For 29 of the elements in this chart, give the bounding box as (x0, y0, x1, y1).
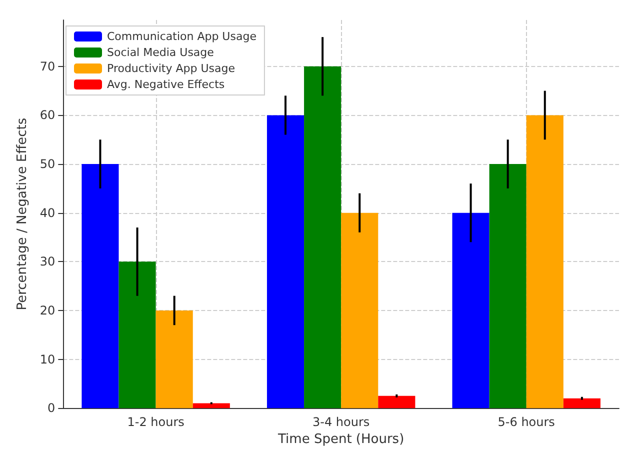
bar (489, 164, 526, 408)
x-tick-label: 1-2 hours (127, 415, 184, 430)
bar (378, 396, 416, 408)
x-tick-label: 3-4 hours (312, 415, 370, 430)
bar (156, 310, 193, 408)
legend-label: Avg. Negative Effects (107, 78, 225, 91)
y-tick-label: 20 (40, 303, 56, 318)
y-tick-label: 40 (40, 206, 56, 220)
y-tick-label: 70 (40, 59, 56, 74)
legend-label: Communication App Usage (107, 30, 257, 43)
bar (192, 403, 230, 408)
y-tick-label: 30 (40, 254, 56, 269)
bar (82, 164, 119, 408)
x-axis-title: Time Spent (Hours) (277, 432, 404, 447)
y-axis-title: Percentage / Negative Effects (15, 118, 30, 310)
legend-label: Social Media Usage (107, 46, 214, 59)
bar (266, 115, 304, 408)
bar (526, 115, 564, 408)
y-tick-label: 60 (40, 108, 56, 122)
bar (563, 398, 600, 408)
y-tick-label: 10 (40, 352, 56, 366)
legend-label: Productivity App Usage (107, 62, 236, 75)
y-tick-label: 50 (40, 157, 56, 172)
bar (118, 262, 156, 408)
bar (452, 212, 490, 408)
x-tick-label: 5-6 hours (498, 415, 555, 430)
bar (341, 212, 378, 408)
y-tick-label: 0 (48, 401, 56, 416)
bar (304, 66, 342, 408)
